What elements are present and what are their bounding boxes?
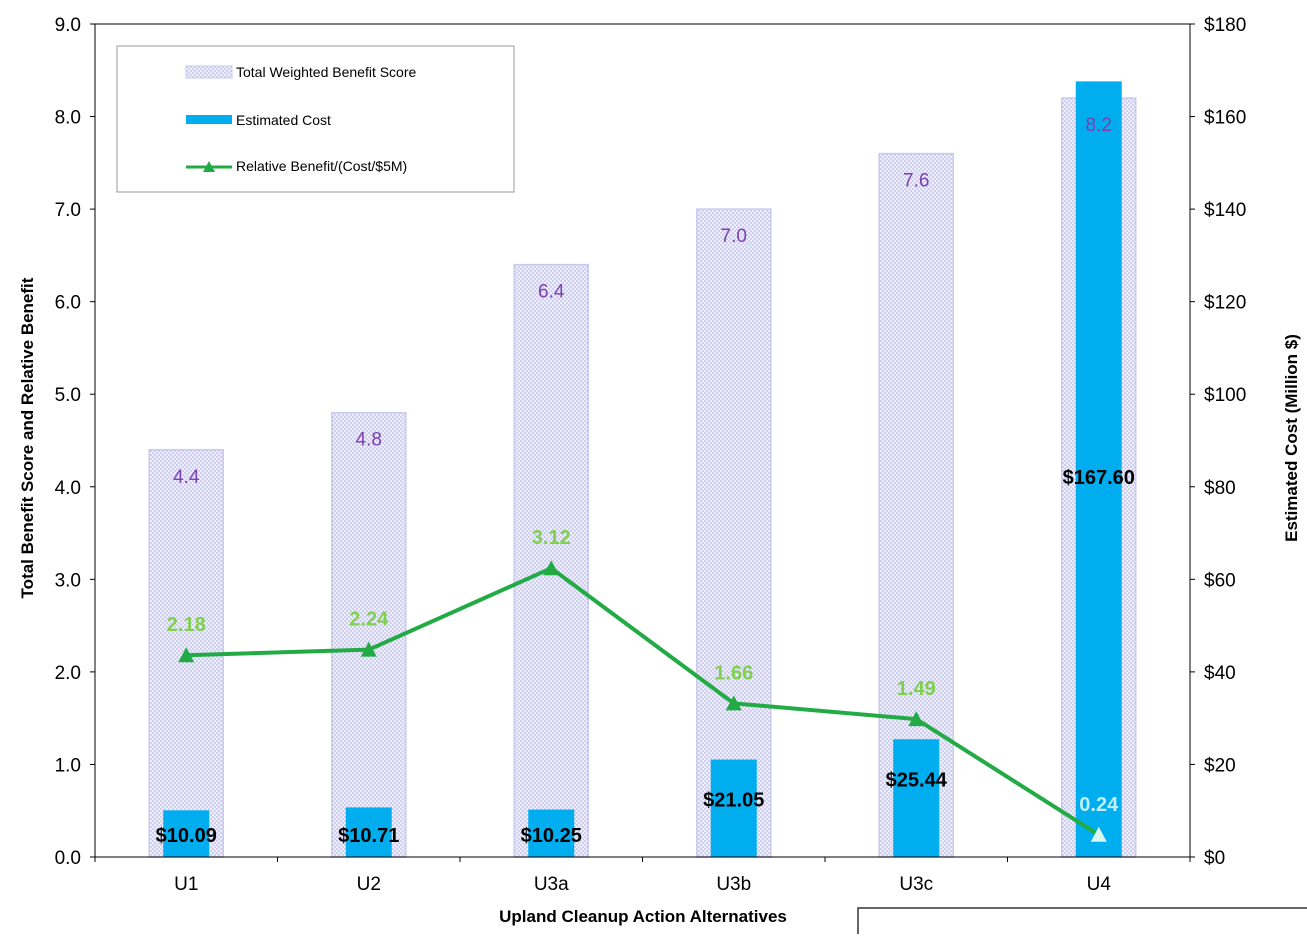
cost-label: $10.71	[338, 825, 399, 847]
benefit-score-bar	[331, 411, 407, 858]
y-tick-label-right: $60	[1204, 570, 1236, 591]
y-tick-label-left: 5.0	[55, 385, 81, 406]
benefit-score-label: 7.6	[903, 171, 929, 192]
x-tick-label: U2	[357, 874, 381, 895]
data-labels: 4.4 4.8 6.4 7.0 7.6 8.2 $10.09 $10.71 $10.25 $21.…	[156, 115, 1135, 847]
legend-label-cost: Estimated Cost	[236, 112, 331, 128]
x-tick-label: U3b	[716, 874, 751, 895]
x-tick-label: U4	[1087, 874, 1112, 895]
relative-benefit-marker	[543, 560, 560, 576]
y-tick-label-right: $120	[1204, 293, 1246, 314]
x-tick-label: U3a	[534, 874, 569, 895]
x-tick-label: U3c	[899, 874, 933, 895]
legend-marker-relative-benefit	[203, 161, 215, 172]
benefit-score-label: 4.4	[173, 467, 200, 488]
relative-benefit-label: 1.49	[897, 678, 936, 700]
y-axis-title-left: Total Benefit Score and Relative Benefit	[18, 277, 37, 598]
cost-label: $10.09	[156, 825, 217, 847]
cost-bar	[528, 809, 575, 857]
legend: Total Weighted Benefit Score Estimated C…	[116, 45, 515, 193]
x-tick-label: U1	[174, 874, 198, 895]
cost-label: $10.25	[521, 825, 582, 847]
cost-bar	[163, 810, 210, 857]
cost-bar	[893, 739, 940, 857]
relative-benefit-label: 1.66	[714, 662, 753, 684]
y-tick-label-right: $140	[1204, 200, 1246, 221]
cost-label: $21.05	[703, 790, 764, 812]
x-axis-title: Upland Cleanup Action Alternatives	[499, 907, 787, 926]
benefit-score-label: 7.0	[721, 226, 747, 247]
relative-benefit-label: 3.12	[532, 527, 571, 549]
bottom-right-callout-box	[857, 907, 1307, 939]
cost-bar	[1075, 81, 1122, 857]
benefit-score-label: 6.4	[538, 282, 565, 303]
y-tick-label-left: 2.0	[55, 663, 81, 684]
y-tick-label-left: 4.0	[55, 478, 81, 499]
y-tick-label-right: $160	[1204, 108, 1246, 129]
y-tick-label-left: 0.0	[55, 848, 81, 869]
legend-box	[116, 45, 515, 193]
relative-benefit-line	[178, 560, 1107, 842]
y-tick-label-right: $20	[1204, 755, 1236, 776]
cost-bar	[710, 759, 757, 857]
y-tick-label-left: 1.0	[55, 755, 81, 776]
y-tick-label-right: $100	[1204, 385, 1246, 406]
y-tick-label-left: 8.0	[55, 108, 81, 129]
y-tick-label-right: $80	[1204, 478, 1236, 499]
relative-benefit-marker	[908, 711, 925, 727]
relative-benefit-marker	[360, 641, 377, 657]
relative-benefit-marker	[725, 695, 742, 711]
y-tick-label-left: 3.0	[55, 570, 81, 591]
y-tick-label-left: 9.0	[55, 15, 81, 36]
legend-label-benefit-score: Total Weighted Benefit Score	[236, 64, 417, 80]
y-axis-title-right: Estimated Cost (Million $)	[1282, 334, 1301, 542]
axes: 0.0 1.0 2.0 3.0 4.0 5.0 6.0 7.0 8.0 9.0 $0 $20 $40 $6…	[55, 15, 1247, 895]
cost-bar	[345, 807, 392, 857]
y-tick-label-right: $180	[1204, 15, 1246, 36]
relative-benefit-label: 2.18	[167, 614, 206, 636]
benefit-score-label: 4.8	[356, 430, 382, 451]
relative-benefit-label: 2.24	[349, 609, 389, 631]
y-tick-label-left: 6.0	[55, 293, 81, 314]
relative-benefit-polyline	[186, 566, 1100, 837]
relative-benefit-marker	[178, 647, 195, 663]
benefit-score-label: 8.2	[1086, 115, 1112, 136]
y-tick-label-right: $0	[1204, 848, 1225, 869]
legend-label-relative-benefit: Relative Benefit/(Cost/$5M)	[236, 158, 407, 174]
benefit-score-bars	[148, 97, 1137, 858]
cost-bars	[163, 81, 1122, 857]
legend-swatch-cost	[186, 115, 232, 124]
y-tick-label-left: 7.0	[55, 200, 81, 221]
relative-benefit-marker	[1090, 826, 1107, 842]
cost-label: $25.44	[886, 769, 948, 791]
legend-swatch-benefit-score	[185, 65, 233, 79]
cost-label: $167.60	[1063, 467, 1135, 489]
relative-benefit-label: 0.24	[1079, 794, 1119, 816]
y-tick-label-right: $40	[1204, 663, 1236, 684]
